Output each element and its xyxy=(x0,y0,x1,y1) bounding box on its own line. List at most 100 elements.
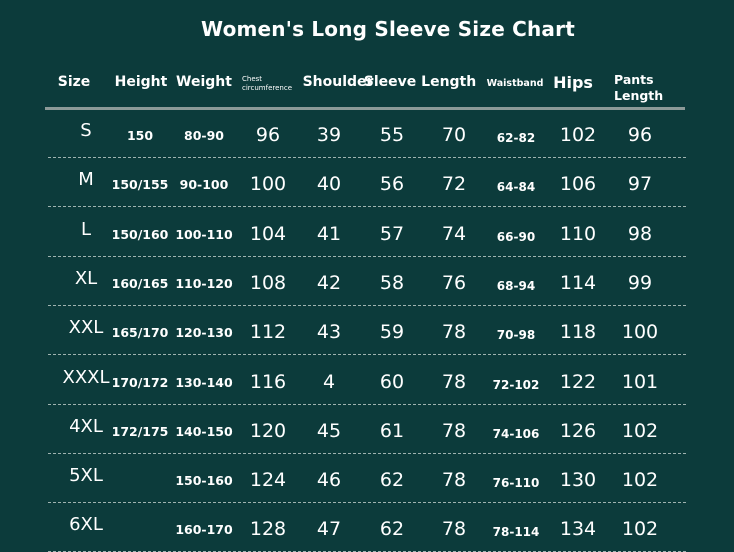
cell-sleeve: 55 xyxy=(379,124,405,146)
cell-weight: 100-110 xyxy=(175,226,233,242)
cell-sleeve: 61 xyxy=(379,419,405,442)
cell-shoulder: 43 xyxy=(316,321,342,344)
cell-sleeve: 58 xyxy=(379,271,405,294)
cell-size: XXL xyxy=(68,317,104,339)
cell-waistband: 68-94 xyxy=(496,278,536,293)
row-divider xyxy=(48,354,686,356)
cell-shoulder: 40 xyxy=(316,173,342,196)
cell-height: 165/170 xyxy=(111,325,169,341)
cell-sleeve: 59 xyxy=(379,321,405,344)
cell-pants-length: 100 xyxy=(621,321,659,344)
row-divider xyxy=(48,403,686,405)
row-divider xyxy=(48,255,686,257)
cell-length: 72 xyxy=(441,173,467,196)
cell-pants-length: 97 xyxy=(627,173,653,196)
row-divider xyxy=(48,206,686,208)
cell-chest: 100 xyxy=(249,173,287,196)
cell-height: 172/175 xyxy=(111,423,169,439)
cell-waistband: 70-98 xyxy=(496,328,536,343)
cell-height: 150/160 xyxy=(111,226,169,242)
cell-height: 150/155 xyxy=(111,177,169,193)
header-size: Size xyxy=(57,74,91,90)
cell-chest: 112 xyxy=(249,321,287,344)
cell-waistband: 72-102 xyxy=(492,377,540,392)
cell-hips: 130 xyxy=(559,469,597,492)
cell-hips: 106 xyxy=(559,173,597,196)
cell-weight: 120-130 xyxy=(175,325,233,341)
cell-length: 76 xyxy=(441,271,467,294)
cell-height: 150 xyxy=(126,128,154,143)
cell-pants-length: 102 xyxy=(621,469,659,492)
cell-length: 78 xyxy=(441,419,467,442)
cell-shoulder: 45 xyxy=(316,419,342,442)
cell-hips: 102 xyxy=(559,124,597,146)
row-divider xyxy=(48,452,686,454)
header-chest-line1: Chest xyxy=(242,75,263,83)
cell-chest: 116 xyxy=(249,370,287,393)
cell-length: 70 xyxy=(441,124,467,146)
cell-shoulder: 47 xyxy=(316,518,342,541)
cell-chest: 120 xyxy=(249,419,287,442)
header-rule xyxy=(45,107,685,110)
cell-waistband: 64-84 xyxy=(496,180,536,195)
cell-waistband: 78-114 xyxy=(492,525,540,540)
cell-weight: 90-100 xyxy=(179,177,229,193)
cell-sleeve: 62 xyxy=(379,469,405,492)
cell-hips: 114 xyxy=(559,271,597,294)
cell-shoulder: 39 xyxy=(316,124,342,146)
cell-weight: 130-140 xyxy=(175,374,233,390)
cell-weight: 110-120 xyxy=(175,275,233,291)
cell-waistband: 74-106 xyxy=(492,426,540,441)
header-waistband: Waistband xyxy=(486,78,544,89)
cell-size: 6XL xyxy=(69,514,103,536)
row-divider xyxy=(48,304,686,306)
cell-size: 4XL xyxy=(69,415,103,437)
cell-sleeve: 57 xyxy=(379,222,405,245)
cell-waistband: 76-110 xyxy=(492,476,540,491)
cell-sleeve: 56 xyxy=(379,173,405,196)
cell-length: 78 xyxy=(441,469,467,492)
cell-shoulder: 42 xyxy=(316,271,342,294)
cell-length: 78 xyxy=(441,370,467,393)
cell-hips: 110 xyxy=(559,222,597,245)
header-height: Height xyxy=(114,74,168,90)
cell-hips: 126 xyxy=(559,419,597,442)
cell-shoulder: 4 xyxy=(322,370,336,393)
cell-pants-length: 102 xyxy=(621,419,659,442)
cell-pants-length: 96 xyxy=(627,124,653,146)
cell-pants-length: 98 xyxy=(627,222,653,245)
header-weight: Weight xyxy=(176,74,232,90)
cell-pants-length: 101 xyxy=(621,370,659,393)
header-pants-line1: Pants xyxy=(614,72,654,87)
cell-pants-length: 102 xyxy=(621,518,659,541)
cell-weight: 160-170 xyxy=(175,522,233,538)
cell-size: XXXL xyxy=(62,366,110,388)
cell-size: L xyxy=(80,218,92,240)
cell-hips: 118 xyxy=(559,321,597,344)
cell-chest: 96 xyxy=(255,124,281,146)
cell-pants-length: 99 xyxy=(627,271,653,294)
cell-weight: 140-150 xyxy=(175,423,233,439)
cell-chest: 128 xyxy=(249,518,287,541)
header-hips: Hips xyxy=(553,73,593,92)
cell-length: 74 xyxy=(441,222,467,245)
row-divider xyxy=(48,502,686,504)
cell-chest: 108 xyxy=(249,271,287,294)
cell-weight: 80-90 xyxy=(184,128,224,143)
cell-length: 78 xyxy=(441,518,467,541)
header-chest-line2: circumference xyxy=(242,84,293,92)
header-pants-length: Pants Length xyxy=(614,72,663,104)
header-shoulder: Shoulder xyxy=(302,74,374,90)
cell-chest: 124 xyxy=(249,469,287,492)
cell-sleeve: 62 xyxy=(379,518,405,541)
cell-weight: 150-160 xyxy=(175,473,233,489)
cell-height: 160/165 xyxy=(111,275,169,291)
cell-size: 5XL xyxy=(69,465,103,487)
header-pants-line2: Length xyxy=(614,88,664,103)
cell-shoulder: 41 xyxy=(316,222,342,245)
header-chest: Chest circumference xyxy=(242,75,292,93)
cell-length: 78 xyxy=(441,321,467,344)
cell-size: S xyxy=(80,120,92,141)
cell-waistband: 62-82 xyxy=(496,131,536,145)
cell-shoulder: 46 xyxy=(316,469,342,492)
